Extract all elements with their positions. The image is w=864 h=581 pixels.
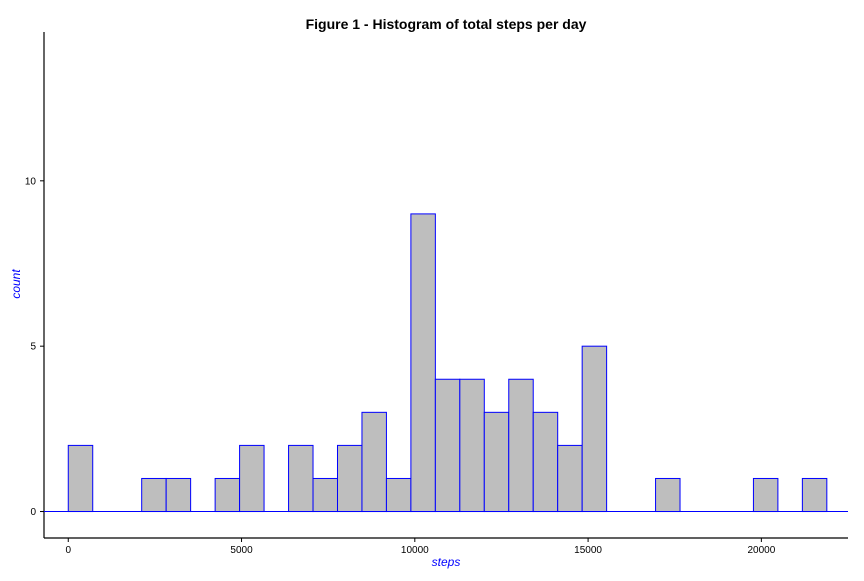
histogram-bar (239, 444, 265, 513)
x-tick-label: 0 (65, 545, 71, 556)
histogram-bars (67, 213, 828, 513)
histogram-bar (141, 477, 167, 513)
histogram-bar (532, 411, 559, 513)
histogram-bar (434, 378, 461, 513)
histogram-bar (581, 345, 608, 513)
x-axis-ticks: 0 5000 10000 15000 20000 (65, 538, 776, 556)
y-tick-label: 5 (30, 342, 36, 353)
histogram-bar (483, 411, 510, 513)
histogram-bar (655, 477, 681, 513)
x-tick-label: 5000 (230, 545, 253, 556)
histogram-bar (165, 477, 192, 513)
histogram-bar (288, 444, 314, 513)
x-tick-label: 20000 (747, 545, 775, 556)
histogram-bar (361, 411, 387, 513)
histogram-bar (385, 477, 412, 513)
y-axis-ticks: 0 5 10 (25, 176, 44, 518)
histogram-bar (410, 213, 436, 513)
x-axis-label: steps (432, 555, 461, 569)
histogram-bar (214, 477, 241, 513)
y-axis-label: count (9, 269, 23, 299)
x-tick-label: 10000 (401, 545, 429, 556)
histogram-bar (459, 378, 485, 513)
x-tick-label: 15000 (574, 545, 602, 556)
y-tick-label: 0 (30, 507, 36, 518)
histogram-bar (67, 444, 94, 513)
histogram-bar (336, 444, 363, 513)
histogram-bar (557, 444, 583, 513)
y-tick-label: 10 (25, 176, 37, 187)
histogram-bar (752, 477, 779, 513)
histogram-bar (312, 477, 338, 513)
histogram-bar (801, 477, 828, 513)
histogram-bar (508, 378, 534, 513)
chart-title: Figure 1 - Histogram of total steps per … (306, 16, 587, 32)
